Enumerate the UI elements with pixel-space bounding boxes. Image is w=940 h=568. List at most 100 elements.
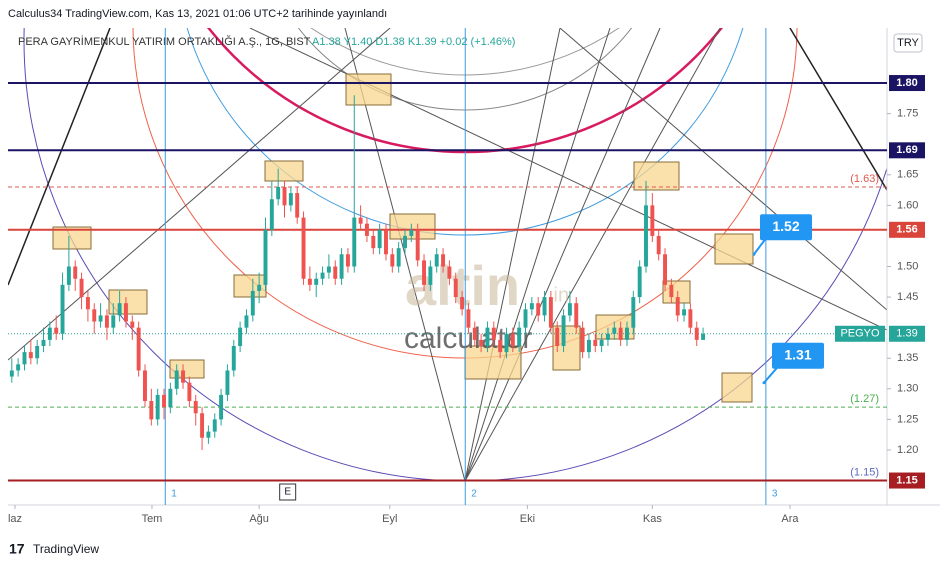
page-title: Calculus34 TradingView.com, Kas 13, 2021… [8, 8, 387, 20]
candle-body [523, 309, 528, 328]
currency[interactable]: TRY [897, 37, 919, 49]
candle-body [358, 217, 363, 224]
candle-body [123, 303, 128, 322]
candle-body [288, 193, 293, 206]
candle-body [238, 327, 243, 346]
candle-body [377, 229, 382, 249]
ohlc-legend: A1.38 Y1.40 D1.38 K1.39 +0.02 (+1.46%) [312, 36, 515, 48]
vertical-line-label: 2 [471, 489, 477, 500]
candle-body [257, 284, 262, 291]
x-tick-label: Eyl [382, 513, 397, 525]
candle-body [422, 260, 427, 285]
callout-tail [753, 237, 767, 255]
level-badge [889, 221, 925, 238]
candle-body [491, 327, 496, 340]
y-tick-label: 1.60 [897, 199, 918, 211]
y-tick-label: 1.20 [897, 444, 918, 456]
candle-body [574, 303, 579, 328]
candle-body [22, 352, 27, 365]
candle-body [663, 254, 667, 285]
candle-body [85, 297, 90, 310]
candle-body [409, 229, 414, 236]
candle-body [701, 333, 706, 340]
candle-body [403, 235, 407, 249]
y-tick-label: 1.75 [897, 108, 918, 120]
candle-body [16, 364, 21, 371]
candle-body [593, 339, 598, 346]
level-badge [889, 142, 925, 159]
candle-body [155, 394, 160, 420]
footer: TradingView [33, 542, 99, 556]
candle-body [79, 278, 84, 298]
candle-body [231, 346, 236, 371]
candle-body [396, 248, 401, 267]
y-tick-label: 1.45 [897, 291, 918, 303]
y-tick-label: 1.25 [897, 413, 918, 425]
callout-point [762, 381, 766, 385]
candle-body [212, 419, 217, 432]
candle-body [181, 370, 186, 383]
candle-body [269, 199, 274, 230]
level-label: 1.56 [896, 224, 917, 236]
x-tick-label: Ara [781, 513, 799, 525]
candle-body [168, 388, 173, 408]
x-tick-label: Tem [142, 513, 163, 525]
candle-body [688, 309, 693, 328]
candle-body [517, 327, 522, 346]
candle-body [28, 352, 33, 359]
candle-body [295, 193, 300, 218]
candle-body [47, 327, 52, 340]
x-tick-label: Kas [643, 513, 662, 525]
y-tick-label: 1.65 [897, 169, 918, 181]
candle-body [60, 284, 65, 334]
candle-body [143, 370, 147, 402]
event-marker-box [279, 483, 297, 501]
dashed-level-label: (1.63) [850, 173, 879, 185]
candle-body [250, 290, 255, 316]
candle-body [276, 187, 281, 200]
candle-body [612, 327, 617, 334]
callout-label: 1.52 [772, 218, 799, 234]
candle-body [200, 413, 205, 438]
candle-body [605, 333, 610, 340]
candle-body [384, 229, 388, 255]
candle-body [98, 315, 103, 322]
candle-body [536, 303, 541, 316]
candle-body [174, 370, 179, 389]
x-tick-label: laz [8, 513, 22, 525]
candle-body [460, 297, 465, 310]
candle-body [244, 315, 249, 328]
candle-body [682, 309, 687, 316]
candle-body [599, 339, 604, 346]
candle-body [529, 303, 534, 310]
candle-body [193, 401, 198, 414]
currency-button[interactable] [893, 33, 923, 53]
candle-body [41, 339, 46, 346]
candle-body [656, 235, 661, 255]
candle-body [618, 327, 623, 340]
dashed-level-label: (1.27) [850, 393, 879, 405]
candle-body [73, 266, 78, 279]
candle-body [111, 315, 116, 328]
candle-body [206, 431, 211, 438]
x-tick-label: Ağu [249, 513, 269, 525]
candle-body [66, 266, 71, 285]
candle-body [694, 327, 699, 340]
candle-body [390, 254, 395, 267]
candle-body [466, 309, 471, 328]
candle-body [586, 339, 591, 353]
candle-body [35, 346, 40, 359]
candle-body [345, 254, 350, 267]
candle-body [92, 309, 97, 322]
candle-body [333, 266, 338, 279]
candle-body [104, 315, 109, 328]
candle-body [548, 297, 553, 328]
candle-body [504, 333, 509, 353]
dashed-level-label: (1.15) [850, 466, 879, 478]
candle-body [149, 401, 154, 420]
last-price-badge [889, 325, 925, 342]
level-label: 1.69 [896, 144, 917, 156]
candle-body [326, 266, 331, 273]
candle-body [219, 394, 224, 420]
